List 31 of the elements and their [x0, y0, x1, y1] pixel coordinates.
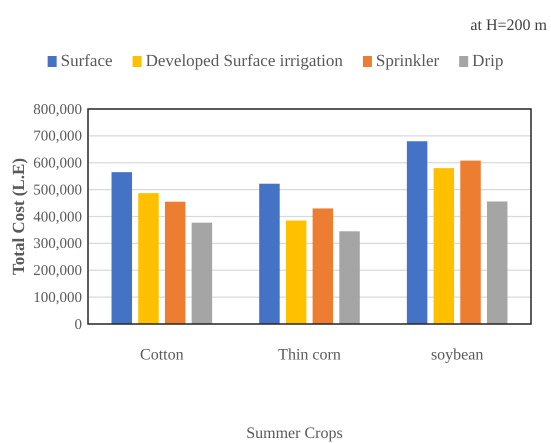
bar: [312, 208, 334, 324]
legend-label: Drip: [472, 51, 504, 70]
y-tick-label: 500,000: [33, 182, 82, 198]
y-tick-label: 400,000: [33, 209, 82, 226]
y-tick-label: 100,000: [33, 290, 82, 306]
bar: [112, 172, 132, 324]
x-axis-title: Summer Crops: [246, 425, 343, 442]
y-tick-label: 0: [74, 316, 82, 333]
bar: [406, 141, 428, 324]
bar: [138, 193, 159, 324]
y-tick-label: 300,000: [33, 236, 82, 252]
x-tick-label: Cotton: [140, 346, 184, 364]
bar: [339, 231, 360, 324]
legend-label: Surface: [60, 51, 113, 70]
legend-label: Sprinkler: [376, 51, 440, 70]
legend-label: Developed Surface irrigation: [146, 51, 344, 70]
y-axis-title: Total Cost (L.E): [9, 158, 28, 275]
x-tick-label: Thin corn: [278, 346, 341, 364]
bar: [286, 220, 306, 324]
y-tick-label: 800,000: [33, 102, 82, 118]
y-tick-label: 200,000: [33, 263, 82, 280]
bar: [434, 168, 454, 324]
bar: [460, 160, 481, 324]
y-tick-label: 700,000: [33, 128, 82, 145]
x-tick-label: soybean: [430, 346, 484, 364]
chart-title: at H=200 m: [470, 17, 548, 34]
bar: [164, 202, 186, 324]
bar: [486, 201, 508, 324]
bar: [192, 222, 212, 324]
y-tick-label: 600,000: [33, 156, 82, 172]
bar: [259, 184, 280, 324]
